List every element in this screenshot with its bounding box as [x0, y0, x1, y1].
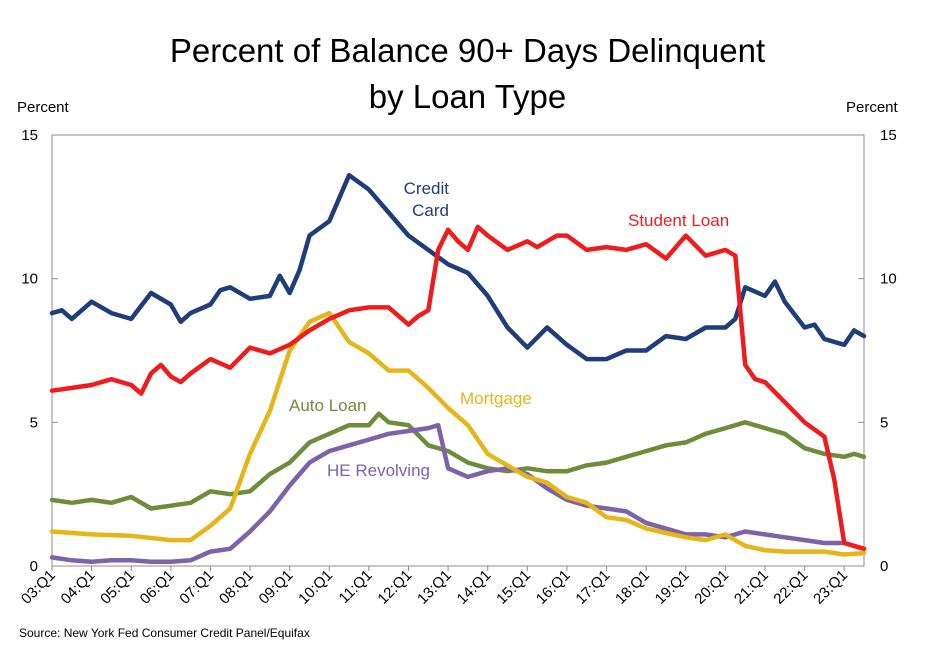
x-tick-label: 05:Q1	[97, 567, 138, 608]
x-tick-label: 22:Q1	[770, 567, 811, 608]
x-tick-label: 08:Q1	[216, 567, 257, 608]
x-tick-label: 04:Q1	[58, 567, 99, 608]
series-annotation-credit-card: Card	[412, 201, 449, 220]
series-line-mortgage	[49, 310, 867, 557]
x-tick-label: 03:Q1	[18, 567, 59, 608]
y-tick-label-left: 0	[30, 558, 38, 575]
y-tick-label-left: 10	[21, 271, 38, 288]
x-tick-label: 20:Q1	[691, 567, 732, 608]
x-tick-label: 23:Q1	[810, 567, 851, 608]
x-tick-label: 13:Q1	[414, 567, 455, 608]
y-tick-label-left: 15	[21, 127, 38, 144]
chart-title-line-1: Percent of Balance 90+ Days Delinquent	[169, 32, 766, 69]
series-line-he-revolving	[49, 422, 867, 564]
x-tick-label: 11:Q1	[336, 567, 376, 607]
left-axis-unit-label: Percent	[17, 99, 69, 116]
x-tick-label: 21:Q1	[731, 567, 772, 608]
x-tick-label: 12:Q1	[374, 567, 415, 608]
x-tick-label: 10:Q1	[295, 567, 336, 608]
series-annotation-credit-card: Credit	[404, 179, 450, 198]
x-tick-label: 07:Q1	[176, 567, 217, 608]
series-annotation-auto-loan: Auto Loan	[289, 396, 367, 415]
x-tick-label: 18:Q1	[612, 567, 653, 608]
y-tick-label-right: 0	[880, 558, 888, 575]
x-tick-label: 06:Q1	[137, 567, 178, 608]
x-tick-label: 09:Q1	[256, 567, 297, 608]
y-tick-label-right: 5	[880, 414, 888, 431]
series-line-credit-card	[49, 172, 867, 362]
series-annotation-he-revolving: HE Revolving	[327, 461, 430, 480]
x-tick-label: 15:Q1	[493, 567, 534, 608]
y-tick-label-left: 5	[30, 414, 38, 431]
x-tick-label: 19:Q1	[652, 567, 693, 608]
series-line-student-loan	[49, 224, 867, 552]
source-note: Source: New York Fed Consumer Credit Pan…	[19, 626, 310, 640]
chart-title-line-2: by Loan Type	[368, 78, 567, 115]
y-tick-label-right: 10	[880, 271, 897, 288]
right-axis-unit-label: Percent	[846, 99, 898, 116]
x-tick-label: 16:Q1	[533, 567, 574, 608]
x-tick-label: 14:Q1	[454, 567, 495, 608]
plot-frame	[51, 134, 865, 567]
y-tick-label-right: 15	[880, 127, 897, 144]
series-annotation-mortgage: Mortgage	[460, 389, 532, 408]
series-annotation-student-loan: Student Loan	[628, 211, 729, 230]
chart-title: Percent of Balance 90+ Days Delinquent b…	[0, 28, 935, 120]
x-tick-label: 17:Q1	[572, 567, 613, 608]
series-line-auto-loan	[49, 411, 867, 511]
